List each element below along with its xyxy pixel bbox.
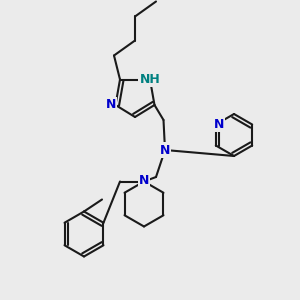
Text: N: N xyxy=(214,118,224,131)
Text: N: N xyxy=(139,173,149,187)
Text: NH: NH xyxy=(140,73,160,86)
Text: N: N xyxy=(106,98,116,112)
Text: N: N xyxy=(160,143,170,157)
